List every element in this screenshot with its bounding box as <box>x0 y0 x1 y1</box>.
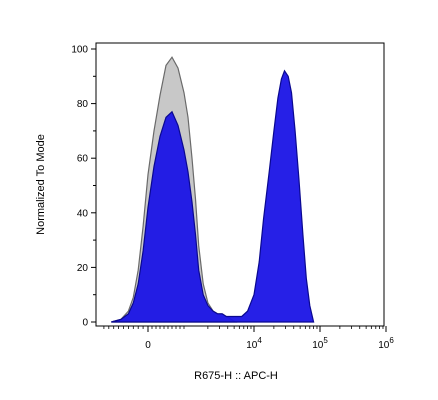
series-layer <box>111 56 315 323</box>
y-axis: 0 20 40 60 80 100 <box>71 45 96 329</box>
y-tick-label-5: 100 <box>71 45 88 56</box>
y-tick-label-1: 20 <box>77 263 89 274</box>
y-tick-label-4: 80 <box>77 99 89 110</box>
y-tick-label-0: 0 <box>82 318 88 329</box>
y-tick-label-2: 40 <box>77 208 89 219</box>
x-tick-label-0: 0 <box>145 340 151 351</box>
x-axis: 0 104 105 106 <box>103 326 394 351</box>
x-tick-label-2: 105 <box>312 336 328 351</box>
x-axis-title: R675-H :: APC-H <box>194 370 278 382</box>
x-tick-label-3: 106 <box>378 336 394 351</box>
plot-frame <box>95 42 385 327</box>
series-1-area <box>111 69 315 323</box>
y-axis-title: Normalized To Mode <box>35 134 47 235</box>
y-tick-label-3: 60 <box>77 154 89 165</box>
x-tick-label-1: 104 <box>246 336 262 351</box>
